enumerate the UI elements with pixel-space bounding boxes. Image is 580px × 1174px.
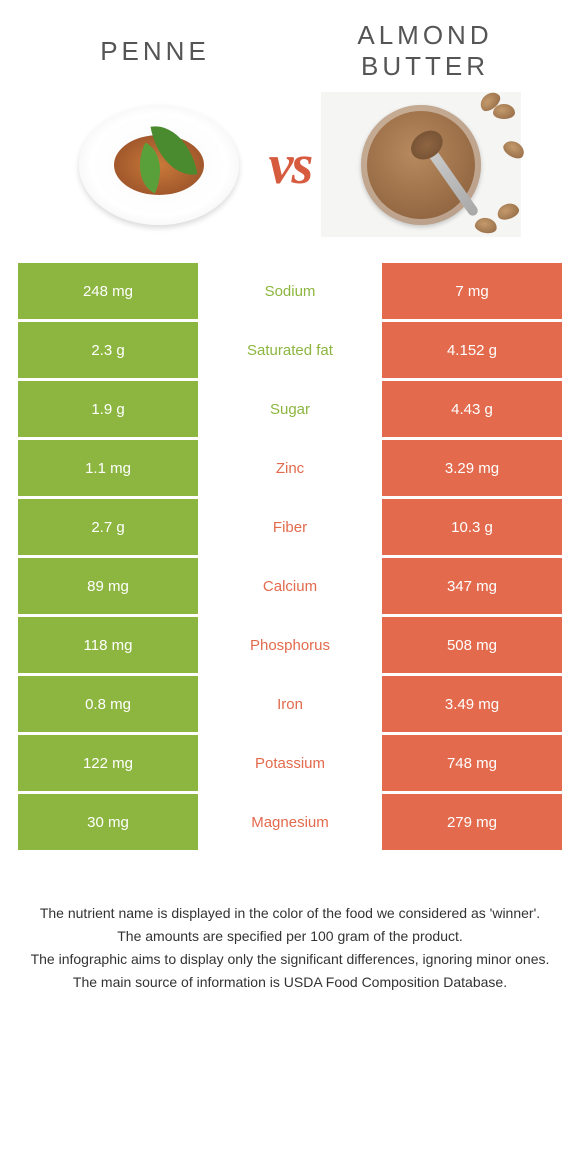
table-row: 2.3 gSaturated fat4.152 g [18, 322, 562, 378]
table-row: 2.7 gFiber10.3 g [18, 499, 562, 555]
value-right: 4.43 g [380, 381, 562, 437]
value-left: 122 mg [18, 735, 200, 791]
value-left: 2.3 g [18, 322, 200, 378]
plate-illustration [79, 105, 239, 225]
nutrient-label: Saturated fat [200, 322, 380, 378]
food-title-left: Penne [20, 36, 290, 67]
footer-notes: The nutrient name is displayed in the co… [0, 853, 580, 993]
nutrient-label: Magnesium [200, 794, 380, 850]
vs-label: vs [269, 133, 312, 197]
food-image-right [321, 92, 521, 237]
nutrient-label: Phosphorus [200, 617, 380, 673]
value-right: 3.29 mg [380, 440, 562, 496]
value-right: 748 mg [380, 735, 562, 791]
table-row: 89 mgCalcium347 mg [18, 558, 562, 614]
title-row: Penne Almond Butter [0, 0, 580, 92]
nutrient-label: Sugar [200, 381, 380, 437]
value-right: 7 mg [380, 263, 562, 319]
value-left: 118 mg [18, 617, 200, 673]
comparison-table: 248 mgSodium7 mg2.3 gSaturated fat4.152 … [18, 263, 562, 850]
table-row: 248 mgSodium7 mg [18, 263, 562, 319]
value-left: 1.1 mg [18, 440, 200, 496]
table-row: 1.1 mgZinc3.29 mg [18, 440, 562, 496]
value-right: 347 mg [380, 558, 562, 614]
food-image-left [59, 92, 259, 237]
value-left: 0.8 mg [18, 676, 200, 732]
footer-line: The main source of information is USDA F… [30, 972, 550, 993]
footer-line: The nutrient name is displayed in the co… [30, 903, 550, 924]
food-title-right: Almond Butter [290, 20, 560, 82]
value-left: 248 mg [18, 263, 200, 319]
value-right: 3.49 mg [380, 676, 562, 732]
table-row: 118 mgPhosphorus508 mg [18, 617, 562, 673]
value-left: 2.7 g [18, 499, 200, 555]
value-right: 508 mg [380, 617, 562, 673]
nutrient-label: Iron [200, 676, 380, 732]
nutrient-label: Sodium [200, 263, 380, 319]
value-left: 30 mg [18, 794, 200, 850]
value-left: 1.9 g [18, 381, 200, 437]
value-left: 89 mg [18, 558, 200, 614]
value-right: 4.152 g [380, 322, 562, 378]
table-row: 0.8 mgIron3.49 mg [18, 676, 562, 732]
footer-line: The amounts are specified per 100 gram o… [30, 926, 550, 947]
table-row: 1.9 gSugar4.43 g [18, 381, 562, 437]
table-row: 122 mgPotassium748 mg [18, 735, 562, 791]
footer-line: The infographic aims to display only the… [30, 949, 550, 970]
image-row: vs [0, 92, 580, 257]
nutrient-label: Zinc [200, 440, 380, 496]
value-right: 279 mg [380, 794, 562, 850]
jar-illustration [361, 105, 481, 225]
table-row: 30 mgMagnesium279 mg [18, 794, 562, 850]
nutrient-label: Fiber [200, 499, 380, 555]
nutrient-label: Calcium [200, 558, 380, 614]
nutrient-label: Potassium [200, 735, 380, 791]
value-right: 10.3 g [380, 499, 562, 555]
